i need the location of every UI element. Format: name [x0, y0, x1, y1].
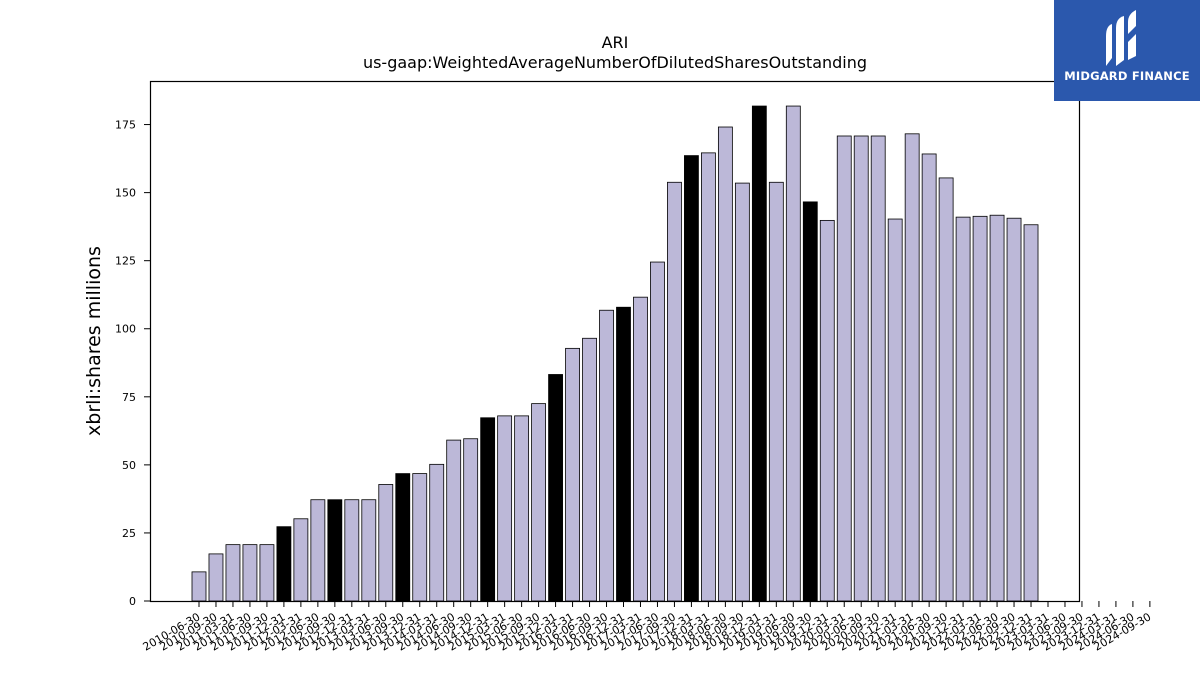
bar-2015-09-30 — [531, 403, 546, 602]
chart-subtitle: us-gaap:WeightedAverageNumberOfDilutedSh… — [363, 53, 867, 72]
bar-2018-12-31 — [751, 105, 767, 602]
y-axis-ticks: 0 25 50 75 100 125 150 175 — [115, 119, 150, 608]
bar-2020-03-31 — [836, 135, 852, 602]
bar-2010-09-30 — [208, 553, 224, 602]
bar-2016-06-30 — [582, 337, 597, 602]
bar-2013-06-30 — [378, 484, 394, 602]
y-tick-label: 125 — [115, 255, 136, 268]
bar-2019-12-31 — [819, 219, 835, 602]
bar-2018-03-31 — [701, 152, 716, 602]
x-axis-ticks: 2010-06-302010-09-302011-03-312011-06-30… — [141, 601, 1153, 654]
bar-2011-03-31 — [225, 544, 241, 602]
bar-2021-12-31 — [955, 216, 971, 602]
bar-2020-09-30 — [870, 135, 886, 602]
bar-2019-03-31 — [768, 181, 784, 602]
bar-2014-03-31 — [429, 463, 445, 602]
bar-2011-06-30 — [242, 544, 258, 602]
y-tick-label: 150 — [115, 187, 136, 200]
bar-2015-06-30 — [514, 415, 530, 602]
chart-title: ARI — [602, 33, 629, 52]
bar-2021-03-31 — [904, 133, 920, 602]
bar-2022-03-31 — [972, 215, 988, 602]
bar-2012-06-30 — [310, 499, 326, 602]
bar-2021-09-30 — [938, 177, 954, 602]
bar-2014-06-30 — [446, 439, 462, 602]
midgard-logo-icon — [1106, 10, 1136, 66]
bar-2012-09-30 — [327, 499, 343, 602]
bar-2022-12-31 — [1023, 224, 1039, 602]
bar-2018-09-30 — [734, 182, 750, 602]
bar-2015-03-31 — [497, 415, 513, 602]
bar-2022-09-30 — [1006, 217, 1022, 602]
y-tick-label: 75 — [122, 391, 136, 404]
brand-name: MIDGARD FINANCE — [1064, 69, 1190, 83]
y-tick-label: 100 — [115, 323, 136, 336]
bar-2016-03-31 — [565, 347, 580, 602]
y-tick-label: 0 — [129, 595, 136, 608]
plot-frame — [149, 80, 1081, 603]
y-tick-label: 50 — [122, 459, 136, 472]
bar-2011-12-31 — [276, 526, 292, 602]
bar-2017-09-30 — [667, 181, 682, 602]
bar-2020-06-30 — [853, 135, 869, 602]
brand-logo: MIDGARD FINANCE — [1054, 0, 1200, 101]
bar-2017-06-30 — [650, 261, 665, 602]
bar-2017-03-31 — [633, 296, 648, 602]
bar-2017-12-31 — [684, 155, 699, 602]
bar-2016-12-31 — [616, 306, 631, 602]
bar-2021-06-30 — [921, 153, 937, 602]
bar-2013-09-30 — [395, 473, 411, 602]
bar-2010-06-30 — [191, 571, 207, 602]
bar-2019-09-30 — [802, 201, 818, 602]
bar-2018-06-30 — [717, 126, 733, 602]
bar-2013-03-31 — [361, 499, 377, 602]
y-tick-label: 25 — [122, 527, 136, 540]
bar-2013-12-31 — [412, 473, 428, 602]
bar-2016-09-30 — [599, 309, 614, 602]
bar-2012-03-31 — [293, 518, 309, 602]
bar-2020-12-31 — [887, 218, 903, 602]
bar-2011-09-30 — [259, 544, 275, 602]
bar-2015-12-31 — [548, 374, 563, 602]
bar-2014-09-30 — [463, 438, 479, 602]
y-axis-label: xbrli:shares millions — [83, 246, 105, 436]
bar-2022-06-30 — [989, 214, 1005, 602]
y-tick-label: 175 — [115, 119, 136, 132]
bar-2014-12-31 — [480, 417, 496, 602]
bar-series — [191, 105, 1039, 602]
bar-2019-06-30 — [785, 105, 801, 602]
bar-2012-12-31 — [344, 499, 360, 602]
